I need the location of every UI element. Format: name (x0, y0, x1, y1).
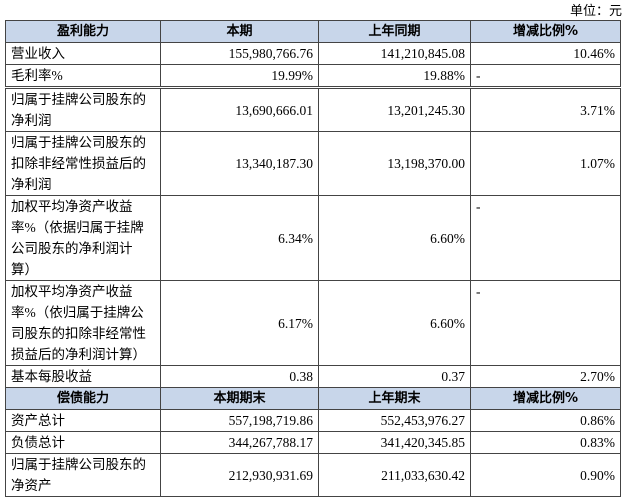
value-cell: 0.37 (318, 365, 471, 388)
label-line: 营业收入 (11, 46, 65, 61)
header-cell: 偿债能力 (5, 387, 161, 410)
row-label: 资产总计 (5, 409, 161, 432)
value-cell: - (470, 195, 621, 281)
value-cell: 3.71% (470, 86, 621, 132)
value-cell: 6.60% (318, 280, 471, 366)
data-row: 加权平均净资产收益 率%（依归属于挂牌公 司股东的扣除非经常性 损益后的净利润计算） 6… (5, 280, 621, 366)
value-cell: 13,201,245.30 (318, 86, 471, 132)
value-cell: - (470, 64, 621, 88)
label-line: 净利润 (11, 113, 52, 128)
value-cell: 155,980,766.76 (160, 42, 319, 65)
label-line: 加权平均净资产收益 (11, 284, 133, 299)
row-label: 加权平均净资产收益 率%（依归属于挂牌公 司股东的扣除非经常性 损益后的净利润计算） (5, 280, 161, 366)
value-cell: 344,267,788.17 (160, 431, 319, 454)
value-cell: 557,198,719.86 (160, 409, 319, 432)
value-cell: 13,340,187.30 (160, 131, 319, 196)
row-label: 归属于挂牌公司股东的 扣除非经常性损益后的 净利润 (5, 131, 161, 196)
data-row: 资产总计 557,198,719.86 552,453,976.27 0.86% (5, 409, 621, 432)
page: 单位：元 盈利能力 本期 上年同期 增减比例% 营业收入 155,980,766.76 14… (5, 3, 622, 497)
value-cell: 6.34% (160, 195, 319, 281)
header-cell: 增减比例% (470, 387, 621, 410)
value-cell: - (470, 280, 621, 366)
header-cell: 本期 (160, 20, 319, 43)
label-line: 率%（依归属于挂牌公 (11, 305, 144, 320)
header-cell: 上年同期 (318, 20, 471, 43)
row-label: 归属于挂牌公司股东的 净利润 (5, 86, 161, 132)
label-line: 归属于挂牌公司股东的 (11, 135, 146, 150)
value-cell: 6.60% (318, 195, 471, 281)
value-cell: 1.07% (470, 131, 621, 196)
value-cell: 13,690,666.01 (160, 86, 319, 132)
label-line: 净资产 (11, 478, 52, 493)
data-row: 归属于挂牌公司股东的 扣除非经常性损益后的 净利润 13,340,187.30 13,1… (5, 131, 621, 196)
row-label: 毛利率% (5, 64, 161, 88)
value-cell: 0.38 (160, 365, 319, 388)
value-cell: 19.88% (318, 64, 471, 88)
value-cell: 341,420,345.85 (318, 431, 471, 454)
label-line: 扣除非经常性损益后的 (11, 156, 146, 171)
row-label: 营业收入 (5, 42, 161, 65)
label-line: 公司股东的净利润计 (11, 241, 133, 256)
value-cell: 19.99% (160, 64, 319, 88)
data-row: 毛利率% 19.99% 19.88% - (5, 64, 621, 88)
value-cell: 2.70% (470, 365, 621, 388)
value-cell: 13,198,370.00 (318, 131, 471, 196)
row-label: 基本每股收益 (5, 365, 161, 388)
header-row: 偿债能力 本期期末 上年期末 增减比例% (5, 387, 621, 410)
financial-table: 盈利能力 本期 上年同期 增减比例% 营业收入 155,980,766.76 141,210… (5, 20, 621, 497)
value-cell: 6.17% (160, 280, 319, 366)
row-label: 归属于挂牌公司股东的 净资产 (5, 453, 161, 497)
value-cell: 0.83% (470, 431, 621, 454)
label-line: 毛利率% (11, 68, 63, 83)
unit-label: 单位：元 (569, 3, 622, 18)
row-label: 负债总计 (5, 431, 161, 454)
data-row: 负债总计 344,267,788.17 341,420,345.85 0.83% (5, 431, 621, 454)
label-line: 资产总计 (11, 413, 65, 428)
row-label: 加权平均净资产收益 率%（依据归属于挂牌 公司股东的净利润计 算） (5, 195, 161, 281)
header-row: 盈利能力 本期 上年同期 增减比例% (5, 20, 621, 43)
value-cell: 212,930,931.69 (160, 453, 319, 497)
label-line: 归属于挂牌公司股东的 (11, 92, 146, 107)
label-line: 加权平均净资产收益 (11, 199, 133, 214)
label-line: 率%（依据归属于挂牌 (11, 220, 144, 235)
value-cell: 0.86% (470, 409, 621, 432)
data-row: 基本每股收益 0.38 0.37 2.70% (5, 365, 621, 388)
label-line: 归属于挂牌公司股东的 (11, 457, 146, 472)
value-cell: 141,210,845.08 (318, 42, 471, 65)
value-cell: 552,453,976.27 (318, 409, 471, 432)
data-row: 归属于挂牌公司股东的 净资产 212,930,931.69 211,033,630.4… (5, 453, 621, 497)
label-line: 净利润 (11, 177, 52, 192)
label-line: 基本每股收益 (11, 369, 92, 384)
label-line: 损益后的净利润计算） (11, 347, 146, 362)
header-cell: 上年期末 (318, 387, 471, 410)
value-cell: 0.90% (470, 453, 621, 497)
value-cell: 211,033,630.42 (318, 453, 471, 497)
data-row: 营业收入 155,980,766.76 141,210,845.08 10.46% (5, 42, 621, 65)
header-cell: 盈利能力 (5, 20, 161, 43)
label-line: 算） (11, 262, 38, 277)
data-row: 加权平均净资产收益 率%（依据归属于挂牌 公司股东的净利润计 算） 6.34% 6.60%… (5, 195, 621, 281)
header-cell: 本期期末 (160, 387, 319, 410)
label-line: 负债总计 (11, 435, 65, 450)
value-cell: 10.46% (470, 42, 621, 65)
header-cell: 增减比例% (470, 20, 621, 43)
data-row: 归属于挂牌公司股东的 净利润 13,690,666.01 13,201,245.30 3… (5, 86, 621, 132)
label-line: 司股东的扣除非经常性 (11, 326, 146, 341)
